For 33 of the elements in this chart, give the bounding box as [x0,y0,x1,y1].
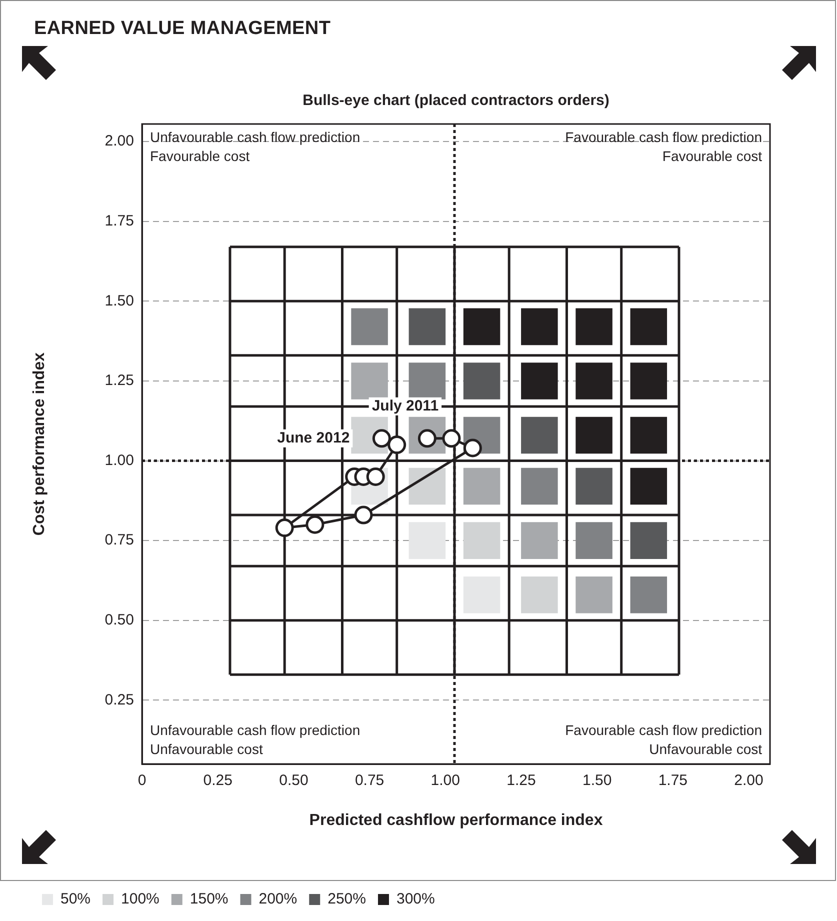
x-axis-title: Predicted cashflow performance index [309,812,603,829]
x-tick-label: 0.50 [279,772,308,790]
y-tick-label: 2.00 [104,132,134,150]
y-tick-label: 1.50 [104,292,134,310]
x-tick-label: 0.75 [354,772,384,790]
annotation: Favourable cash flow prediction Unfavourable cost [565,722,762,757]
legend-label: 100% [121,890,160,908]
annotation: July 2011 [372,398,439,415]
y-tick-label: 1.00 [104,452,134,469]
legend-label: 200% [258,890,298,908]
x-tick-label: 1.75 [658,772,688,790]
y-tick-label: 1.25 [104,372,134,390]
y-axis-title: Cost performance index [31,352,48,536]
annotation: Favourable cash flow prediction Favourable cost [565,128,762,164]
legend-label: 300% [396,890,435,908]
legend-label: 50% [60,890,91,908]
x-tick-label: 1.50 [582,772,612,790]
y-tick-label: 0.25 [104,691,134,708]
y-tick-label: 0.50 [104,612,134,628]
x-tick-label: 2.00 [734,772,764,790]
y-tick-label: 1.75 [104,212,134,230]
annotation: Unfavourable cash flow prediction Unfavourable cost [150,722,360,757]
chart-subtitle: Bulls-eye chart (placed contractors orders) [302,92,610,109]
legend-label: 150% [190,890,228,908]
chart-title: EARNED VALUE MANAGEMENT [34,18,331,40]
x-tick-label: 0 [138,772,146,790]
x-tick-label: 0.25 [203,772,232,790]
annotation: June 2012 [277,430,350,447]
annotation: Unfavourable cash flow prediction Favourable cost [150,128,360,164]
legend-label: 250% [328,890,366,908]
y-tick-label: 0.75 [104,532,134,549]
x-tick-label: 1.00 [430,772,460,790]
x-tick-label: 1.25 [506,772,536,790]
